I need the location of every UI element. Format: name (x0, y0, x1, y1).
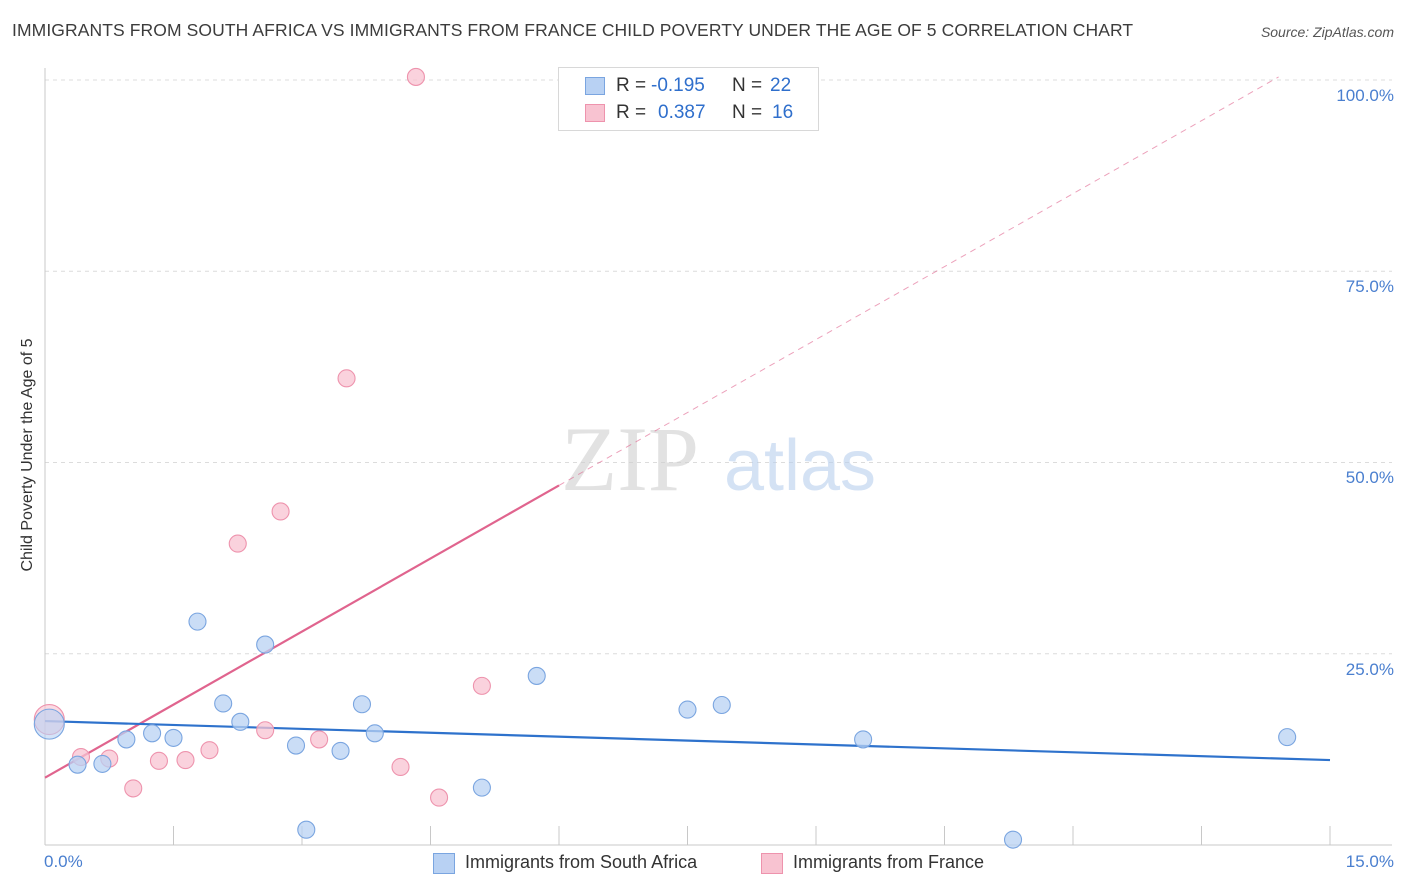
grid-lines (45, 79, 1392, 655)
point-south-africa (365, 724, 384, 743)
point-south-africa (33, 708, 65, 740)
watermark-atlas: atlas (724, 426, 876, 506)
point-south-africa (188, 612, 207, 631)
data-points (33, 67, 1297, 849)
axes (44, 68, 1392, 846)
correlation-legend: R = -0.195 N = 22 R = 0.387 N = 16 (558, 67, 819, 131)
point-south-africa (117, 730, 136, 749)
bottom-legend-swatch-france (761, 853, 783, 874)
legend-n-label: N = (732, 102, 763, 123)
point-south-africa (214, 694, 233, 713)
trend-line-france-dashed (558, 76, 1279, 486)
point-south-africa (164, 728, 183, 747)
y-tick-25: 25.0% (1345, 660, 1394, 679)
watermark: ZIP atlas (561, 408, 876, 510)
point-france (472, 676, 491, 695)
y-tick-75: 75.0% (1345, 277, 1394, 296)
point-france (176, 751, 195, 770)
legend-r-value: -0.195 (651, 75, 705, 96)
point-france (228, 534, 247, 553)
point-france (256, 721, 275, 740)
point-south-africa (256, 635, 275, 654)
point-south-africa (527, 666, 546, 685)
bottom-legend-label: Immigrants from South Africa (465, 852, 698, 872)
point-france (149, 751, 168, 770)
legend-n-value: 16 (772, 102, 794, 123)
point-france (430, 788, 449, 807)
point-south-africa (352, 695, 372, 714)
y-tick-50: 50.0% (1345, 468, 1394, 487)
point-france (200, 741, 219, 760)
point-south-africa (93, 754, 112, 773)
trend-line-france (44, 484, 560, 779)
point-france (337, 369, 356, 388)
point-france (310, 730, 329, 749)
source-credit: Source: ZipAtlas.com (1260, 24, 1394, 40)
point-south-africa (472, 778, 491, 797)
bottom-legend-label: Immigrants from France (793, 852, 985, 872)
point-south-africa (678, 700, 697, 719)
legend-r-value: 0.387 (658, 102, 706, 123)
legend-r-label: R = (616, 102, 647, 123)
point-south-africa (68, 755, 87, 774)
y-tick-100: 100.0% (1336, 86, 1394, 105)
x-tick-max: 15.0% (1345, 852, 1394, 871)
legend-n-label: N = (732, 75, 763, 96)
chart-title: IMMIGRANTS FROM SOUTH AFRICA VS IMMIGRAN… (12, 20, 1134, 40)
point-south-africa (1278, 728, 1297, 747)
point-france (124, 779, 143, 798)
point-south-africa (286, 736, 306, 755)
x-tick-min: 0.0% (44, 852, 83, 871)
point-south-africa (854, 730, 873, 749)
bottom-legend-swatch-south-africa (433, 853, 455, 874)
point-france (391, 757, 410, 777)
legend-n-value: 22 (770, 75, 792, 96)
point-south-africa (712, 695, 731, 715)
watermark-zip: ZIP (561, 408, 699, 510)
point-south-africa (297, 820, 316, 839)
point-france (406, 67, 425, 86)
point-france (271, 502, 290, 521)
legend-swatch-south-africa (585, 77, 605, 95)
point-south-africa (331, 741, 350, 760)
point-south-africa (231, 712, 250, 731)
legend-r-label: R = (616, 75, 647, 96)
point-south-africa (1003, 830, 1023, 849)
legend-swatch-france (585, 104, 605, 122)
point-south-africa (143, 724, 162, 743)
